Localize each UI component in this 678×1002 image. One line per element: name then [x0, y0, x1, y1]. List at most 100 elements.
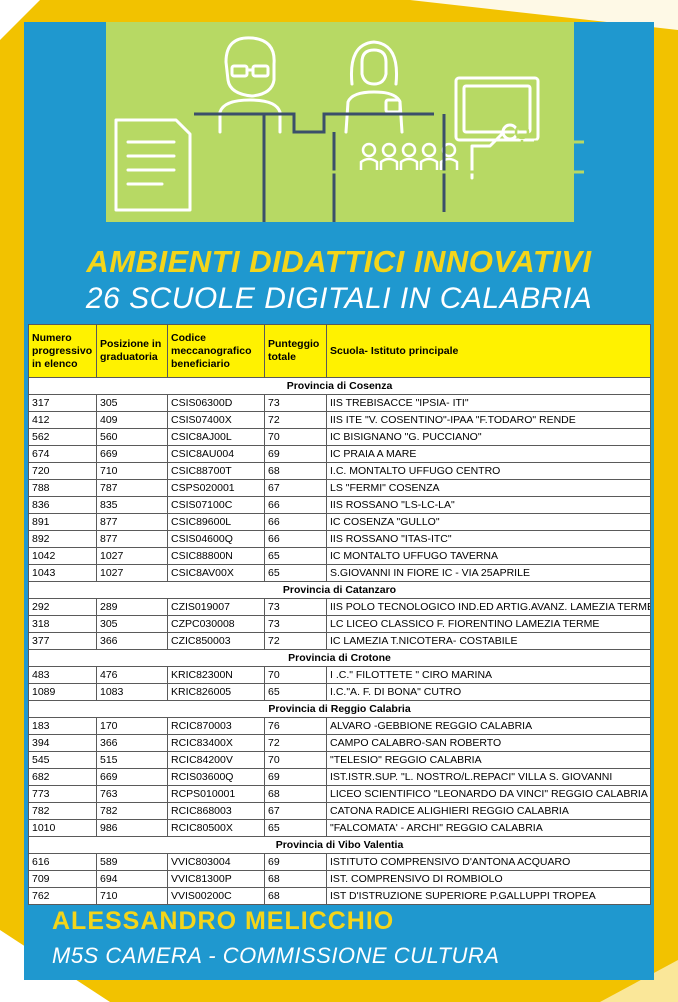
- cell-posizione: 366: [96, 734, 168, 752]
- cell-posizione: 409: [96, 411, 168, 429]
- cell-codice: CZPC030008: [167, 615, 265, 633]
- header-numero: Numero progressivo in elenco: [28, 324, 97, 378]
- cell-scuola: IST D'ISTRUZIONE SUPERIORE P.GALLUPPI TR…: [326, 887, 651, 905]
- cell-codice: RCIC868003: [167, 802, 265, 820]
- cell-codice: CSIC88700T: [167, 462, 265, 480]
- cell-codice: CSIS06300D: [167, 394, 265, 412]
- header-codice: Codice meccanografico beneficiario: [167, 324, 265, 378]
- cell-punteggio: 70: [264, 428, 327, 446]
- cell-posizione: 669: [96, 445, 168, 463]
- cell-numero: 318: [28, 615, 97, 633]
- cell-posizione: 1027: [96, 547, 168, 565]
- cell-scuola: LS "FERMI" COSENZA: [326, 479, 651, 497]
- table-row: 788 787 CSPS020001 67 LS "FERMI" COSENZA: [28, 479, 651, 497]
- cell-posizione: 476: [96, 666, 168, 684]
- cell-punteggio: 73: [264, 598, 327, 616]
- cell-posizione: 986: [96, 819, 168, 837]
- cell-codice: RCIC83400X: [167, 734, 265, 752]
- cell-numero: 394: [28, 734, 97, 752]
- cell-numero: 674: [28, 445, 97, 463]
- table-row: 1042 1027 CSIC88800N 65 IC MONTALTO UFFUGO T…: [28, 547, 651, 565]
- cell-posizione: 515: [96, 751, 168, 769]
- province-label: Provincia di Vibo Valentia: [28, 836, 651, 854]
- hero-background: [106, 22, 574, 222]
- cell-codice: CSPS020001: [167, 479, 265, 497]
- cell-codice: VVIC81300P: [167, 870, 265, 888]
- cell-punteggio: 76: [264, 717, 327, 735]
- cell-codice: CSIS07400X: [167, 411, 265, 429]
- cell-codice: CSIC8AV00X: [167, 564, 265, 582]
- cell-scuola: IST. COMPRENSIVO DI ROMBIOLO: [326, 870, 651, 888]
- cell-scuola: LC LICEO CLASSICO F. FIORENTINO LAMEZIA …: [326, 615, 651, 633]
- cell-punteggio: 72: [264, 411, 327, 429]
- cell-scuola: IC MONTALTO UFFUGO TAVERNA: [326, 547, 651, 565]
- cell-posizione: 787: [96, 479, 168, 497]
- table-row: 674 669 CSIC8AU004 69 IC PRAIA A MARE: [28, 445, 651, 463]
- document-icon: [114, 118, 192, 212]
- cell-punteggio: 69: [264, 768, 327, 786]
- cell-scuola: I.C. MONTALTO UFFUGO CENTRO: [326, 462, 651, 480]
- header-scuola: Scuola- Istituto principale: [326, 324, 651, 378]
- cell-posizione: 366: [96, 632, 168, 650]
- cell-punteggio: 68: [264, 462, 327, 480]
- cell-punteggio: 65: [264, 819, 327, 837]
- cell-numero: 891: [28, 513, 97, 531]
- classroom-illustration: [114, 36, 584, 222]
- cell-scuola: IIS POLO TECNOLOGICO IND.ED ARTIG.AVANZ.…: [326, 598, 651, 616]
- cell-posizione: 170: [96, 717, 168, 735]
- province-label: Provincia di Crotone: [28, 649, 651, 667]
- cell-scuola: IIS ROSSANO "LS-LC-LA": [326, 496, 651, 514]
- table-row: 836 835 CSIS07100C 66 IIS ROSSANO "LS-LC-LA": [28, 496, 651, 514]
- cell-scuola: ALVARO -GEBBIONE REGGIO CALABRIA: [326, 717, 651, 735]
- province-label: Provincia di Catanzaro: [28, 581, 651, 599]
- cell-numero: 292: [28, 598, 97, 616]
- cell-posizione: 1027: [96, 564, 168, 582]
- cell-posizione: 669: [96, 768, 168, 786]
- cell-numero: 788: [28, 479, 97, 497]
- cell-scuola: IC PRAIA A MARE: [326, 445, 651, 463]
- footer-name: ALESSANDRO MELICCHIO: [52, 907, 395, 935]
- cell-scuola: IST.ISTR.SUP. "L. NOSTRO/L.REPACI" VILLA…: [326, 768, 651, 786]
- table-row: 709 694 VVIC81300P 68 IST. COMPRENSIVO DI RO…: [28, 870, 651, 888]
- province-row: Provincia di Vibo Valentia: [28, 836, 651, 854]
- cell-punteggio: 67: [264, 479, 327, 497]
- cell-numero: 1089: [28, 683, 97, 701]
- table-row: 412 409 CSIS07400X 72 IIS ITE "V. COSENTINO"…: [28, 411, 651, 429]
- table-row: 892 877 CSIS04600Q 66 IIS ROSSANO "ITAS-ITC": [28, 530, 651, 548]
- cell-numero: 773: [28, 785, 97, 803]
- cell-posizione: 289: [96, 598, 168, 616]
- cell-codice: CZIC850003: [167, 632, 265, 650]
- table-row: 720 710 CSIC88700T 68 I.C. MONTALTO UFFUGO C…: [28, 462, 651, 480]
- table-row: 318 305 CZPC030008 73 LC LICEO CLASSICO F. F…: [28, 615, 651, 633]
- table-row: 773 763 RCPS010001 68 LICEO SCIENTIFICO "LEO…: [28, 785, 651, 803]
- cell-scuola: "FALCOMATA' - ARCHI" REGGIO CALABRIA: [326, 819, 651, 837]
- table-header-row: Numero progressivo in elenco Posizione i…: [28, 324, 651, 378]
- cell-posizione: 305: [96, 394, 168, 412]
- cell-punteggio: 73: [264, 394, 327, 412]
- cell-punteggio: 72: [264, 734, 327, 752]
- cell-numero: 545: [28, 751, 97, 769]
- cell-codice: CSIC89600L: [167, 513, 265, 531]
- cell-numero: 616: [28, 853, 97, 871]
- cell-scuola: IIS ROSSANO "ITAS-ITC": [326, 530, 651, 548]
- cell-codice: RCIS03600Q: [167, 768, 265, 786]
- province-row: Provincia di Reggio Calabria: [28, 700, 651, 718]
- cell-numero: 762: [28, 887, 97, 905]
- cell-punteggio: 70: [264, 751, 327, 769]
- cell-punteggio: 68: [264, 870, 327, 888]
- cell-punteggio: 66: [264, 530, 327, 548]
- cell-codice: CSIC8AU004: [167, 445, 265, 463]
- cell-numero: 892: [28, 530, 97, 548]
- table-row: 1089 1083 KRIC826005 65 I.C."A. F. DI BONA" …: [28, 683, 651, 701]
- table-row: 616 589 VVIC803004 69 ISTITUTO COMPRENSIVO D…: [28, 853, 651, 871]
- man-with-glasses-icon: [218, 36, 282, 134]
- cell-posizione: 710: [96, 887, 168, 905]
- cell-scuola: IC LAMEZIA T.NICOTERA- COSTABILE: [326, 632, 651, 650]
- table-row: 891 877 CSIC89600L 66 IC COSENZA "GULLO": [28, 513, 651, 531]
- cell-scuola: IC BISIGNANO "G. PUCCIANO": [326, 428, 651, 446]
- cell-codice: CZIS019007: [167, 598, 265, 616]
- schools-table-container: Numero progressivo in elenco Posizione i…: [28, 324, 651, 905]
- cell-numero: 682: [28, 768, 97, 786]
- woman-icon: [344, 40, 404, 134]
- cell-punteggio: 65: [264, 564, 327, 582]
